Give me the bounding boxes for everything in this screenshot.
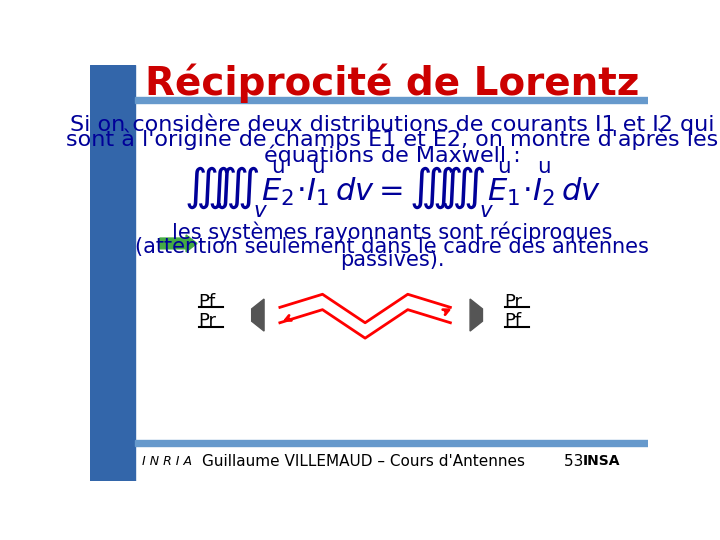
FancyArrow shape (160, 235, 197, 252)
Text: Réciprocité de Lorentz: Réciprocité de Lorentz (145, 64, 639, 103)
Bar (135, 97, 648, 103)
Bar (135, 440, 648, 446)
Text: I N R I A: I N R I A (143, 455, 192, 468)
Bar (90, 65, 135, 481)
Text: $\iiint\!\!\!\iiint_{\!\!v}\!\overset{\mathrm{u}}{E_2}\!\cdot\!\overset{\mathrm{: $\iiint\!\!\!\iiint_{\!\!v}\!\overset{\m… (184, 159, 600, 220)
Text: Pf: Pf (199, 293, 215, 311)
Polygon shape (252, 299, 264, 331)
Text: les systèmes rayonnants sont réciproques: les systèmes rayonnants sont réciproques (172, 222, 613, 244)
Polygon shape (470, 299, 482, 331)
Text: Si on considère deux distributions de courants I1 et I2 qui: Si on considère deux distributions de co… (70, 113, 714, 135)
Text: équations de Maxwell :: équations de Maxwell : (264, 144, 521, 166)
Text: Pr: Pr (199, 312, 217, 330)
Text: Pf: Pf (505, 312, 522, 330)
Text: passives).: passives). (340, 251, 444, 271)
Text: INSA: INSA (582, 454, 620, 468)
Text: Guillaume VILLEMAUD – Cours d'Antennes        53: Guillaume VILLEMAUD – Cours d'Antennes 5… (202, 454, 583, 469)
Text: sont à l'origine de champs E1 et E2, on montre d'après les: sont à l'origine de champs E1 et E2, on … (66, 129, 719, 150)
Text: (attention seulement dans le cadre des antennes: (attention seulement dans le cadre des a… (135, 237, 649, 256)
Text: Pr: Pr (505, 293, 523, 311)
